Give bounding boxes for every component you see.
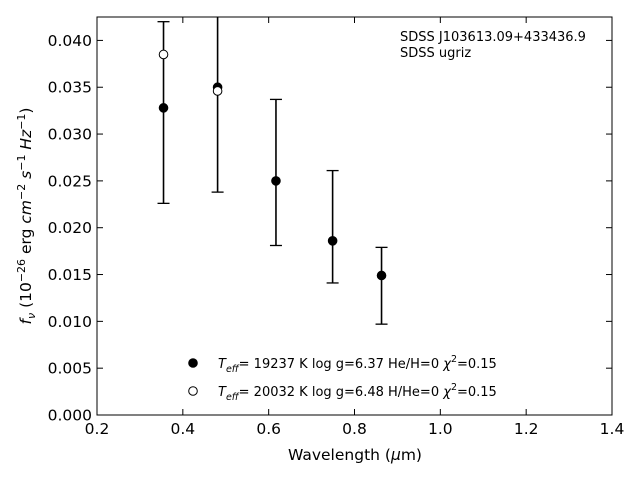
legend-marker-filled [188,358,198,368]
legend-marker-open [188,386,198,396]
legend-entry-open: Teff= 20032 K log g=6.48 H/He=0 χ2=0.15 [218,382,497,403]
plot-frame [96,16,613,416]
object-name: SDSS J103613.09+433436.9 [400,30,586,45]
y-tick-label: 0.000 [48,407,92,425]
y-tick-label: 0.015 [48,266,92,284]
y-tick-label: 0.010 [48,313,92,331]
object-annotation: SDSS J103613.09+433436.9 SDSS ugriz [400,30,586,61]
open-model-point [212,86,223,96]
y-tick-label: 0.020 [48,219,92,237]
photometry-system: SDSS ugriz [400,46,471,61]
open-model-point [158,49,169,60]
filled-model-point [158,103,169,113]
filled-model-point [376,270,387,281]
x-tick-label: 0.8 [342,420,367,438]
x-axis-label: Wavelength (μm) [288,446,422,464]
x-tick-label: 0.6 [256,420,281,438]
legend: Teff= 19237 K log g=6.37 He/H=0 χ2=0.15 … [188,354,497,403]
y-axis-label: fν (10−26 erg cm−2 s−1 Hz−1) [15,108,38,325]
x-tick-label: 1.2 [514,420,539,438]
error-bars [157,17,388,325]
y-tick-label: 0.035 [48,79,92,97]
x-tick-label: 1.0 [428,420,453,438]
y-tick-label: 0.040 [48,32,92,50]
axes-group: 0.2 0.4 0.6 0.8 1.0 1.2 1.4 0.000 0.005 0.010 0.01… [48,16,625,438]
filled-model-point [327,236,338,246]
filled-model-point [271,176,281,186]
y-tick-label: 0.005 [48,360,92,378]
legend-entry-filled: Teff= 19237 K log g=6.37 He/H=0 χ2=0.15 [218,354,497,375]
y-tick-label: 0.030 [48,126,92,144]
y-tick-label: 0.025 [48,172,92,190]
data-points [158,49,387,281]
x-tick-label: 0.2 [85,420,110,438]
x-tick-label: 0.4 [171,420,196,438]
x-tick-label: 1.4 [600,420,625,438]
